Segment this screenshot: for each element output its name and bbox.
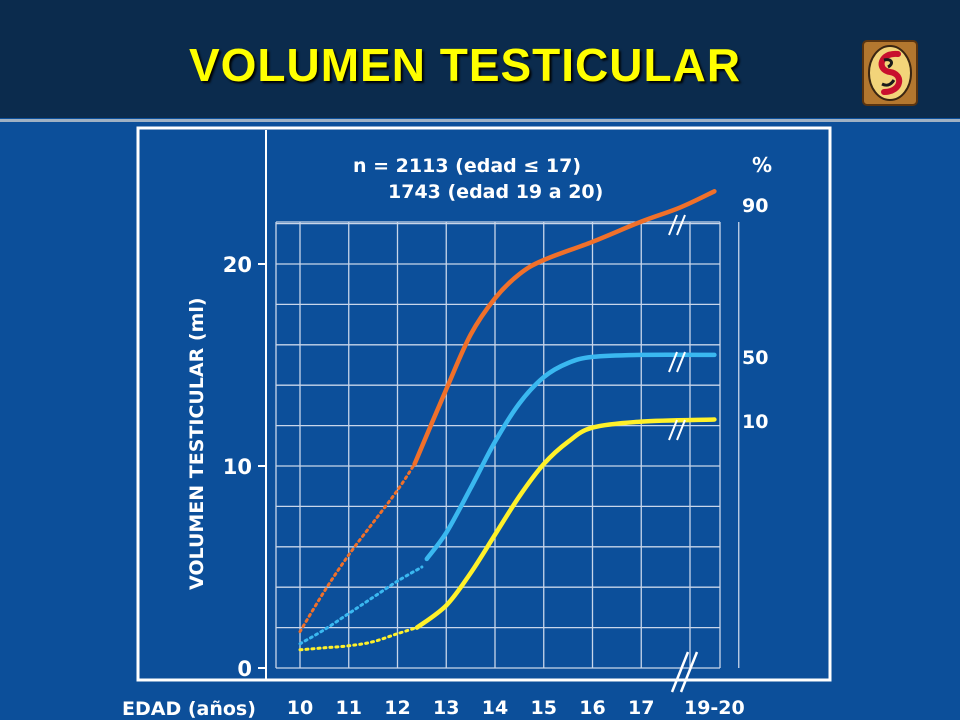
note-line-1: n = 2113 (edad ≤ 17) <box>353 155 581 177</box>
series-10-dotted <box>298 626 419 652</box>
x-tick-label: 10 <box>287 697 313 719</box>
break-mark <box>676 419 686 441</box>
break-mark <box>668 351 678 373</box>
percent-header: % <box>752 153 772 177</box>
x-tick-label: 14 <box>482 697 508 719</box>
series-50-line <box>424 352 717 562</box>
series-90-dotted <box>298 462 417 634</box>
break-mark <box>679 651 699 693</box>
chart-frame <box>136 126 832 682</box>
series-label-10: 10 <box>742 411 768 433</box>
page-title: VOLUMEN TESTICULAR <box>188 39 742 91</box>
break-mark <box>670 651 690 693</box>
axis-breaks <box>668 214 699 693</box>
y-tick-label: 20 <box>223 253 252 277</box>
series-layer: 90 50 10 <box>298 189 768 652</box>
x-axis-ticks: 10 11 12 13 14 15 16 17 19-20 <box>287 697 745 719</box>
x-axis-title: EDAD (años) <box>122 698 256 720</box>
series-label-50: 50 <box>742 347 768 369</box>
x-tick-label: 15 <box>531 697 557 719</box>
header-bar <box>0 0 960 118</box>
y-axis-ticks: 0 10 20 <box>223 253 266 681</box>
break-mark <box>676 351 686 373</box>
note-line-2: 1743 (edad 19 a 20) <box>388 181 603 203</box>
series-label-90: 90 <box>742 195 768 217</box>
x-tick-label: 19-20 <box>684 697 745 719</box>
y-tick-label: 10 <box>223 455 252 479</box>
y-tick-label: 0 <box>237 657 252 681</box>
break-mark <box>668 214 678 236</box>
chart-grid <box>275 221 740 669</box>
header-divider <box>0 119 960 122</box>
logo-icon <box>862 40 918 106</box>
x-tick-label: 13 <box>433 697 459 719</box>
series-50-dotted <box>298 565 424 646</box>
series-90-line <box>412 189 717 467</box>
x-tick-label: 11 <box>336 697 362 719</box>
x-tick-label: 12 <box>384 697 410 719</box>
x-tick-label: 17 <box>628 697 654 719</box>
break-mark <box>668 419 678 441</box>
x-tick-label: 16 <box>579 697 605 719</box>
y-axis-title: VOLUMEN TESTICULAR (ml) <box>186 297 208 590</box>
break-mark <box>676 214 686 236</box>
series-10-line <box>414 417 717 630</box>
